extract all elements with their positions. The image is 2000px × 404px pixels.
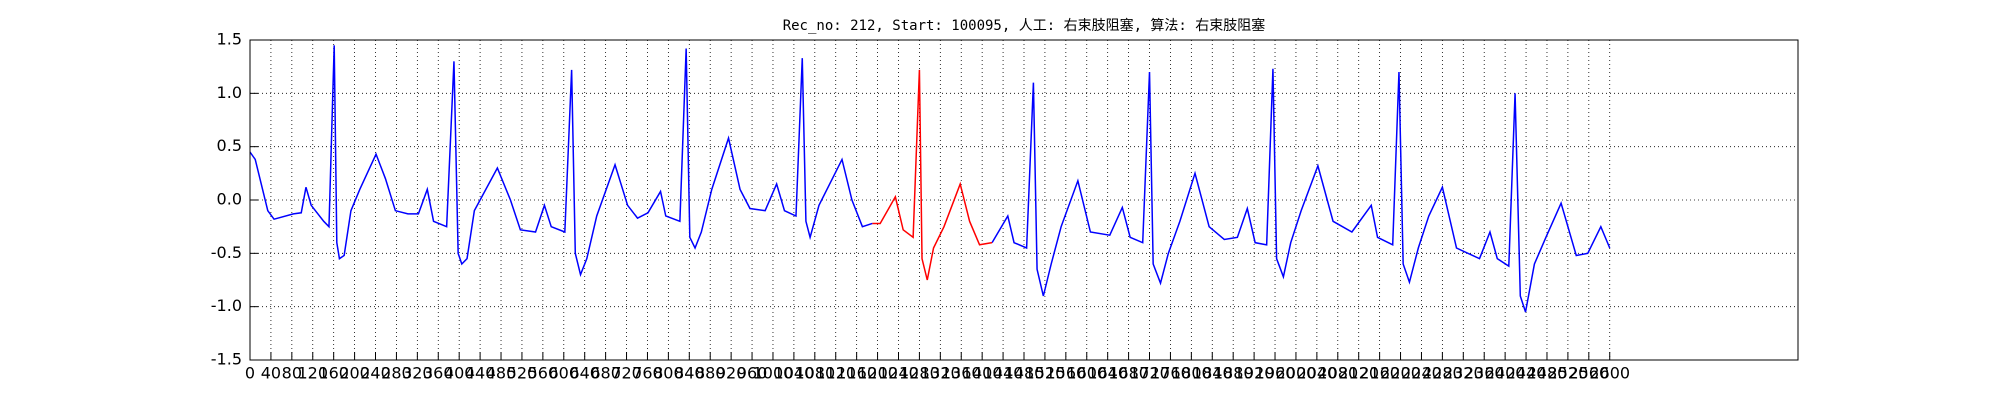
x-tick-label: 280 bbox=[381, 364, 412, 383]
x-tick-label: 680 bbox=[590, 364, 621, 383]
x-tick-label: 2440 bbox=[1506, 364, 1547, 383]
line-series bbox=[249, 45, 1611, 313]
x-tick-label: 2280 bbox=[1422, 364, 1463, 383]
y-tick-label: 0.0 bbox=[217, 190, 242, 209]
x-tick-label: 0 bbox=[245, 364, 255, 383]
x-tick-label: 2480 bbox=[1527, 364, 1568, 383]
x-tick-label: 2200 bbox=[1380, 364, 1421, 383]
y-tick-label: 0.5 bbox=[217, 136, 242, 155]
x-tick-label: 2120 bbox=[1338, 364, 1379, 383]
y-tick-label: -1.5 bbox=[211, 350, 242, 369]
x-tick-label: 1720 bbox=[1129, 364, 1170, 383]
x-tick-label: 600 bbox=[549, 364, 580, 383]
x-tick-label: 320 bbox=[402, 364, 433, 383]
x-tick-label: 1360 bbox=[941, 364, 982, 383]
x-tick-label: 880 bbox=[695, 364, 726, 383]
x-tick-label: 1320 bbox=[920, 364, 961, 383]
x-tick-label: 1440 bbox=[983, 364, 1024, 383]
x-tick-label: 2360 bbox=[1464, 364, 1505, 383]
x-tick-label: 2560 bbox=[1568, 364, 1609, 383]
x-tick-label: 1160 bbox=[836, 364, 877, 383]
x-tick-label: 800 bbox=[653, 364, 684, 383]
x-tick-label: 480 bbox=[486, 364, 517, 383]
y-tick-label: 1.5 bbox=[217, 30, 242, 49]
x-tick-label: 200 bbox=[339, 364, 370, 383]
x-tick-label: 1600 bbox=[1066, 364, 1107, 383]
x-tick-label: 120 bbox=[297, 364, 328, 383]
x-tick-label: 1480 bbox=[1004, 364, 1045, 383]
x-tick-label: 40 bbox=[261, 364, 281, 383]
x-tick-label: 2320 bbox=[1443, 364, 1484, 383]
x-tick-label: 2400 bbox=[1485, 364, 1526, 383]
x-tick-label: 240 bbox=[360, 364, 391, 383]
x-tick-label: 1520 bbox=[1025, 364, 1066, 383]
x-tick-label: 2520 bbox=[1548, 364, 1589, 383]
plot-frame bbox=[249, 39, 1799, 361]
x-tick-label: 720 bbox=[611, 364, 642, 383]
x-tick-label: 1240 bbox=[878, 364, 919, 383]
x-tick-label: 2040 bbox=[1297, 364, 1338, 383]
x-tick-label: 520 bbox=[507, 364, 538, 383]
x-tick-label: 1960 bbox=[1255, 364, 1296, 383]
x-tick-label: 1880 bbox=[1213, 364, 1254, 383]
x-tick-label: 440 bbox=[465, 364, 496, 383]
y-tick-label: -0.5 bbox=[211, 243, 242, 262]
x-tick-label: 400 bbox=[444, 364, 475, 383]
chart-title: Rec_no: 212, Start: 100095, 人工: 右束肢阻塞, 算… bbox=[783, 17, 1266, 34]
x-tick-label: 560 bbox=[528, 364, 559, 383]
x-tick-label: 2240 bbox=[1401, 364, 1442, 383]
x-tick-label: 1920 bbox=[1234, 364, 1275, 383]
x-tick-label: 1400 bbox=[962, 364, 1003, 383]
x-tick-label: 1000 bbox=[753, 364, 794, 383]
x-tick-label: 1280 bbox=[899, 364, 940, 383]
x-tick-label: 920 bbox=[716, 364, 747, 383]
x-tick-label: 960 bbox=[737, 364, 768, 383]
x-tick-label: 2160 bbox=[1359, 364, 1400, 383]
x-tick-label: 1760 bbox=[1150, 364, 1191, 383]
x-tick-label: 840 bbox=[674, 364, 705, 383]
x-tick-label: 1120 bbox=[815, 364, 856, 383]
x-tick-label: 1080 bbox=[794, 364, 835, 383]
y-tick-label: 1.0 bbox=[217, 83, 242, 102]
x-tick-label: 640 bbox=[569, 364, 600, 383]
x-tick-label: 760 bbox=[632, 364, 663, 383]
line-series bbox=[872, 69, 993, 281]
x-tick-label: 160 bbox=[318, 364, 349, 383]
x-tick-label: 1640 bbox=[1087, 364, 1128, 383]
x-tick-label: 2600 bbox=[1589, 364, 1630, 383]
y-tick-label: -1.0 bbox=[211, 296, 242, 315]
x-tick-label: 2000 bbox=[1276, 364, 1317, 383]
x-tick-label: 1680 bbox=[1108, 364, 1149, 383]
x-tick-label: 80 bbox=[282, 364, 302, 383]
x-tick-label: 1040 bbox=[774, 364, 815, 383]
x-tick-label: 1800 bbox=[1171, 364, 1212, 383]
x-tick-label: 1840 bbox=[1192, 364, 1233, 383]
x-tick-label: 1200 bbox=[857, 364, 898, 383]
x-tick-label: 2080 bbox=[1317, 364, 1358, 383]
x-tick-label: 360 bbox=[423, 364, 454, 383]
x-tick-label: 1560 bbox=[1045, 364, 1086, 383]
